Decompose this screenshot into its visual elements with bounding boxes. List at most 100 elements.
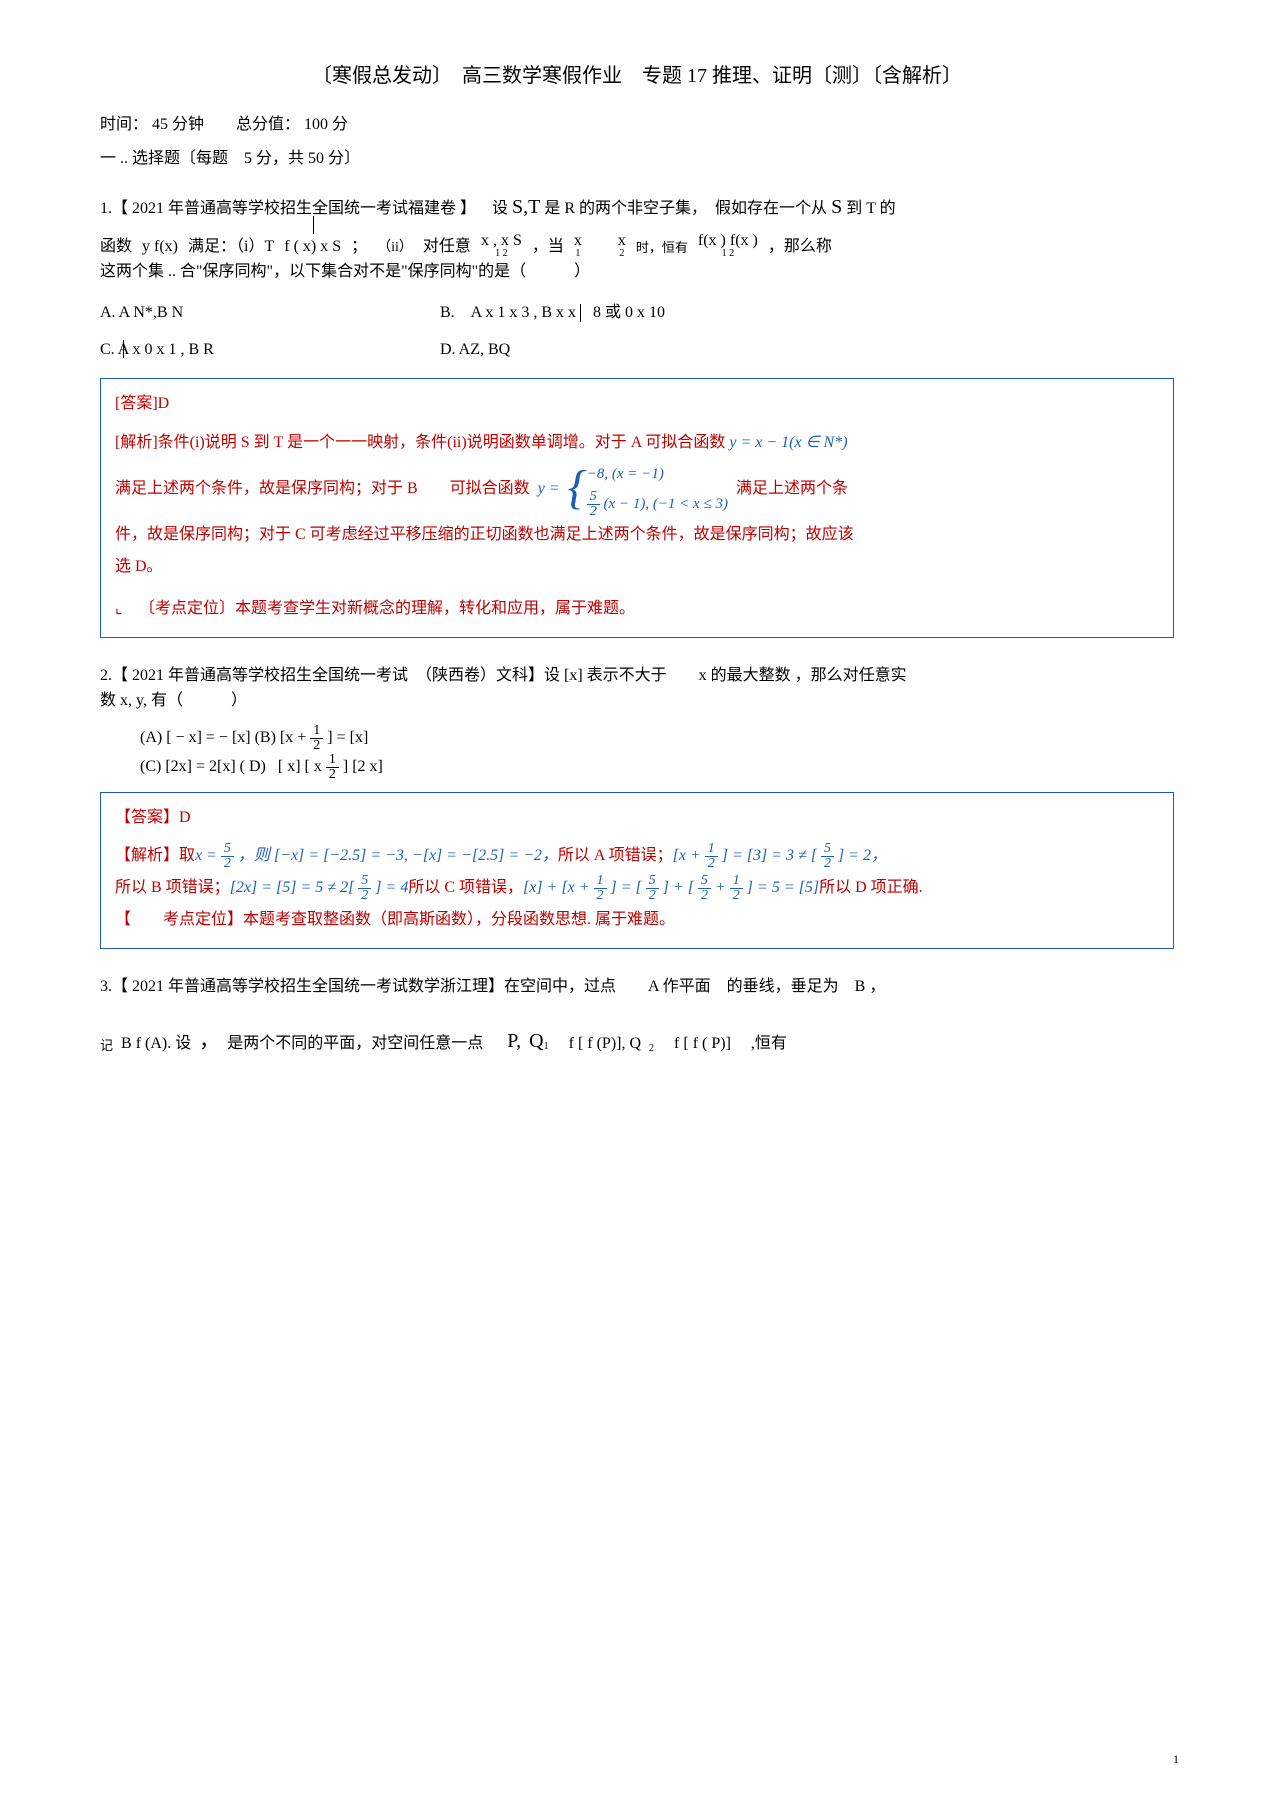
- q1-line3: 这两个集 .. 合"保序同构"，以下集合对不是"保序同构"的是（ ）: [100, 259, 1174, 285]
- f2e: 2: [594, 889, 607, 903]
- q2-al3: 【 考点定位】本题考查取整函数（即高斯函数），分段函数思想. 属于难题。: [115, 904, 1159, 936]
- section-label: 一 .. 选择题〔每题 5 分，共 50 分〕: [100, 146, 1174, 172]
- q1-l2d: f ( x) x S: [284, 238, 341, 255]
- q2-al1e: [x +: [673, 847, 701, 864]
- q3-s1: 1: [544, 1039, 549, 1055]
- q1-answer-label: [答案]D: [115, 391, 1159, 417]
- question-3: 3.【 2021 年普通高等学校招生全国统一考试数学浙江理】在空间中，过点 A …: [100, 974, 1174, 1000]
- q1-l2a: 函数: [100, 234, 132, 260]
- q1-c2d: 2: [587, 505, 600, 519]
- q2-al2e: [x] + [x +: [523, 879, 589, 896]
- q2-al1d: 所以 A 项错误；: [558, 840, 673, 872]
- q3-l2i: ,恒有: [751, 1031, 787, 1057]
- q1-ans-l4: 选 D。: [115, 551, 1159, 583]
- q1-sub12: 1 2: [495, 249, 508, 259]
- q2-al2i: ] = 5 = [5]: [747, 879, 819, 896]
- q1-ans-l2c: 满足上述两个条: [736, 473, 848, 505]
- f5e: 5: [698, 874, 711, 889]
- q1-l2g: 对任意: [423, 234, 471, 260]
- q1-ans-l2a: 满足上述两个条件，故是保序同构；对于 B 可拟合函数: [115, 473, 530, 505]
- q1-l2f: （ii）: [377, 240, 413, 255]
- q1-case1: −8, (x = −1): [587, 459, 728, 489]
- q1-optB-2: 8 或 0 x 10: [593, 304, 665, 321]
- f2c: 2: [821, 857, 834, 871]
- q1-answer-body: [解析]条件(i)说明 S 到 T 是一个一一映射，条件(ii)说明函数单调增。…: [115, 427, 1159, 625]
- q3-l2c: ，: [199, 1025, 219, 1057]
- q1-l2c: 满足：（i）T: [188, 234, 274, 260]
- q2-al2h: +: [715, 879, 726, 896]
- q2-answer-box: 【答案】D 【解析】取 x = 52 ，则 [−x] = [−2.5] = −3…: [100, 792, 1174, 950]
- q1-ans-l5: 〔考点定位〕本题考查学生对新概念的理解，转化和应用，属于难题。: [139, 600, 635, 617]
- f1c: 1: [730, 874, 743, 889]
- q1-l2e: ；: [351, 234, 367, 260]
- q1-text: 设: [492, 200, 508, 217]
- f5a: 5: [221, 842, 234, 857]
- page-number: 1: [1173, 1750, 1179, 1769]
- f5b: 5: [821, 842, 834, 857]
- q2-al1b: x =: [195, 847, 217, 864]
- q3-l2g: f [ f (P)], Q: [569, 1031, 641, 1057]
- q2-f2d: 2: [326, 768, 339, 782]
- q3-l2d: 是两个不同的平面，对空间任意一点: [227, 1031, 483, 1057]
- divider-icon: [580, 304, 581, 322]
- f5c: 5: [358, 874, 371, 889]
- q2-al2c: ] = 4: [375, 879, 408, 896]
- q1-set-st: S,T: [512, 196, 540, 218]
- q2-al2j: 所以 D 项正确.: [819, 872, 923, 904]
- q2-f2n: 1: [326, 753, 339, 768]
- q2-options: (A) [ − x] = − [x] (B) [x + 1 2 ] = [x] …: [140, 724, 1174, 782]
- q3-l2h: f [ f ( P)]: [674, 1031, 731, 1057]
- q1-line2: 函数 y f(x) 满足：（i）T f ( x) x S ； （ii） 对任意 …: [100, 233, 1174, 259]
- q1-s12b: 1 2: [722, 249, 735, 259]
- q1-l2h: x , x S: [481, 233, 522, 249]
- q1-optD: D. AZ, BQ: [440, 337, 720, 363]
- f2f: 2: [646, 889, 659, 903]
- q1-l2b: y f(x): [142, 234, 178, 260]
- question-1: 1.【 2021 年普通高等学校招生全国统一考试福建卷 】 设 S,T 是 R …: [100, 191, 1174, 223]
- q2-al2a: 所以 B 项错误；: [115, 872, 230, 904]
- q2-optA2: ] = [x]: [327, 724, 368, 753]
- q1-optB: B. A x 1 x 3 , B x x 8 或 0 x 10: [440, 300, 720, 326]
- q1-optA: A. A N*,B N: [100, 300, 380, 326]
- f1b: 1: [594, 874, 607, 889]
- q3-line2: 记 B f (A). 设 ， 是两个不同的平面，对空间任意一点 P, Q 1 f…: [100, 1025, 1174, 1057]
- q2-al2b: [2x] = [5] = 5 ≠ 2[: [230, 879, 355, 896]
- q1-optB-1: B. A x 1 x 3 , B x x: [440, 304, 576, 321]
- q1-l2l: 时，恒有: [636, 238, 688, 259]
- q2-al2g: ] + [: [663, 879, 694, 896]
- divider-icon: [123, 340, 124, 358]
- q1-ans-l1a: [解析]条件(i)说明 S 到 T 是一个一一映射，条件(ii)说明函数单调增。…: [115, 434, 725, 451]
- q1-s2: 2: [619, 249, 624, 259]
- time-marks: 时间： 45 分钟 总分值： 100 分: [100, 112, 1174, 138]
- q1-fx: f(x ) f(x ): [698, 233, 758, 249]
- page-title: 〔寒假总发动〕 高三数学寒假作业 专题 17 推理、证明〔测〕〔含解析〕: [100, 60, 1174, 92]
- f2h: 2: [730, 889, 743, 903]
- f2g: 2: [698, 889, 711, 903]
- q2-optA: (A) [ − x] = − [x] (B) [x +: [140, 724, 306, 753]
- q1-optC-t: C. A x 0 x 1 , B R: [100, 341, 214, 358]
- q1-ans-l2b: y =: [538, 473, 560, 505]
- q2-f1n: 1: [310, 724, 323, 739]
- q1-text3: 到 T 的: [846, 200, 896, 217]
- q3-l2b: B f (A). 设: [121, 1031, 191, 1057]
- q1-x1: x: [574, 233, 582, 249]
- q2-answer-label: 【答案】D: [115, 805, 1159, 831]
- q2-al1g: ] = 2，: [838, 847, 887, 864]
- q3-l2a: 记: [100, 1036, 113, 1057]
- q1-s: S: [831, 196, 842, 218]
- q1-s1: 1: [575, 249, 580, 259]
- f2d: 2: [358, 889, 371, 903]
- q3-Q: Q: [529, 1025, 543, 1057]
- q2-al2d: 所以 C 项错误，: [408, 872, 523, 904]
- q2-optD2: ] [2 x]: [343, 753, 383, 782]
- q2-al2f: ] = [: [611, 879, 642, 896]
- f1a: 1: [705, 842, 718, 857]
- q2-al1a: 【解析】取: [115, 840, 195, 872]
- f2a: 2: [221, 857, 234, 871]
- q3-stem-a: 3.【 2021 年普通高等学校招生全国统一考试数学浙江理】在空间中，过点 A …: [100, 974, 1174, 1000]
- q1-l2i: ，当: [532, 234, 564, 260]
- q2-optD1: [ x] [ x: [278, 753, 322, 782]
- q2-f1d: 2: [310, 739, 323, 753]
- q1-c2n: 5: [587, 490, 600, 505]
- q1-answer-box: [答案]D [解析]条件(i)说明 S 到 T 是一个一一映射，条件(ii)说明…: [100, 378, 1174, 638]
